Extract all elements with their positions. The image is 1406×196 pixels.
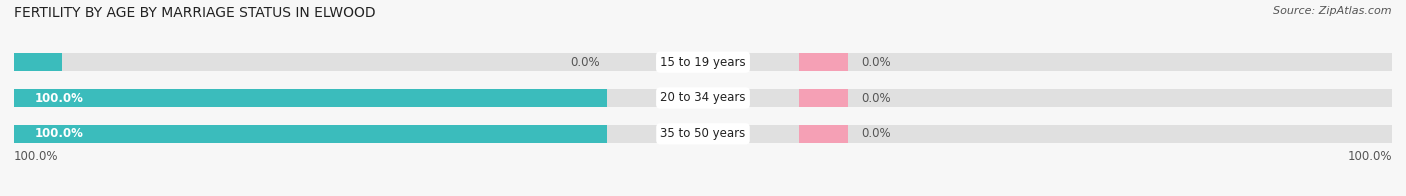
Bar xyxy=(14,53,1392,72)
Text: 0.0%: 0.0% xyxy=(862,127,891,140)
Bar xyxy=(800,53,848,72)
Bar xyxy=(14,53,62,72)
Bar xyxy=(800,89,848,107)
Text: 35 to 50 years: 35 to 50 years xyxy=(661,127,745,140)
Text: 100.0%: 100.0% xyxy=(35,92,83,104)
Text: 0.0%: 0.0% xyxy=(569,56,599,69)
Bar xyxy=(800,124,848,143)
Bar xyxy=(14,89,606,107)
Text: FERTILITY BY AGE BY MARRIAGE STATUS IN ELWOOD: FERTILITY BY AGE BY MARRIAGE STATUS IN E… xyxy=(14,6,375,20)
Text: 0.0%: 0.0% xyxy=(862,56,891,69)
Text: 20 to 34 years: 20 to 34 years xyxy=(661,92,745,104)
Text: 100.0%: 100.0% xyxy=(1347,150,1392,162)
Bar xyxy=(14,89,1392,107)
Text: 100.0%: 100.0% xyxy=(14,150,59,162)
Bar xyxy=(14,124,1392,143)
Text: 15 to 19 years: 15 to 19 years xyxy=(661,56,745,69)
Text: 100.0%: 100.0% xyxy=(35,127,83,140)
Text: 0.0%: 0.0% xyxy=(862,92,891,104)
Bar xyxy=(14,124,606,143)
Text: Source: ZipAtlas.com: Source: ZipAtlas.com xyxy=(1274,6,1392,16)
